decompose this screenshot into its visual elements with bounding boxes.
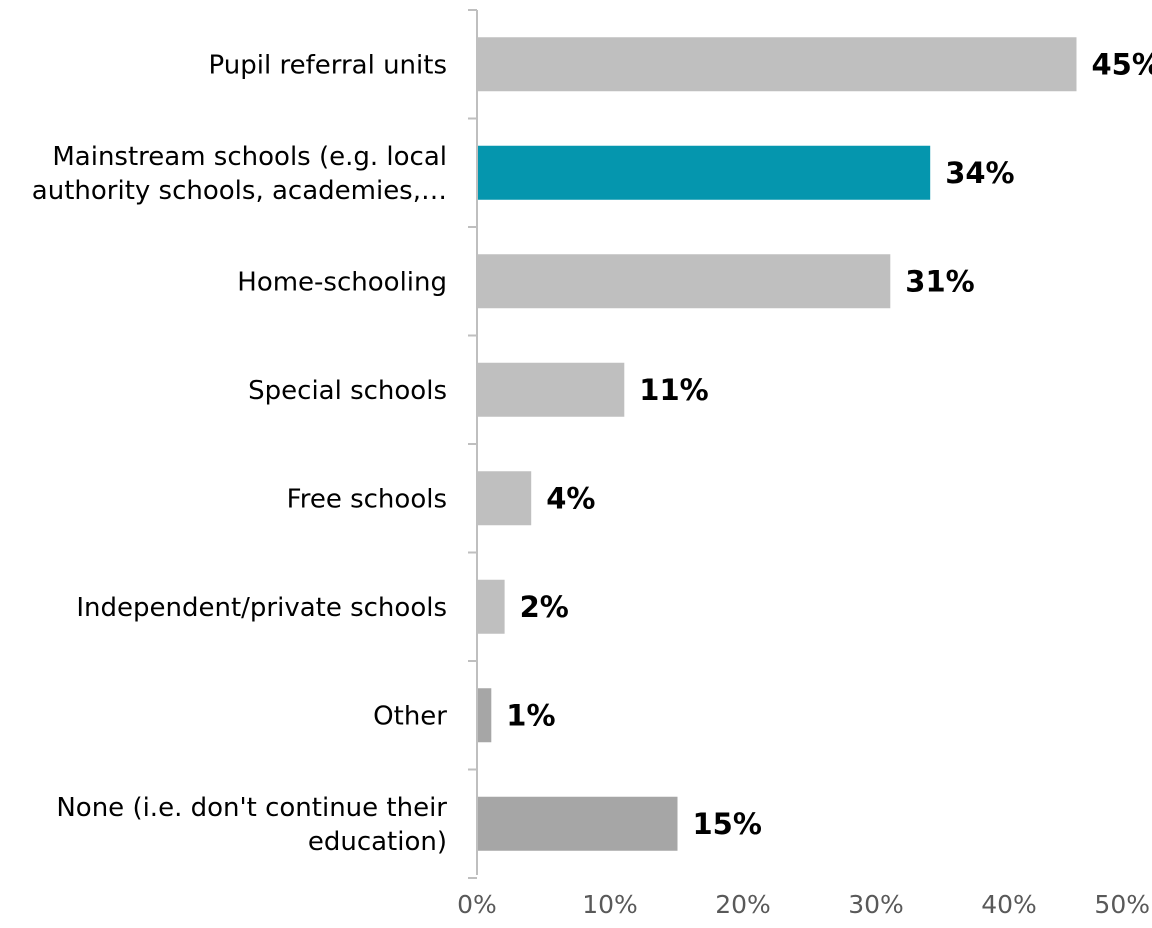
bar [478,362,625,417]
category-label: Pupil referral units [209,50,447,80]
bar [478,254,891,309]
x-tick-label: 40% [981,890,1037,919]
value-labels-group: 45% 34% 31% 11% 4% 2% 1% 15% [506,47,1152,841]
category-label: Home-schooling [237,267,447,297]
bar [478,37,1077,92]
bar [478,688,492,743]
x-tick-label: 20% [715,890,771,919]
bar [478,145,931,200]
bar [478,796,678,851]
category-label: authority schools, academies,… [32,176,447,206]
category-labels-group: Pupil referral units Mainstream schools (… [32,50,448,857]
x-tick-label: 10% [582,890,638,919]
category-label: Mainstream schools (e.g. local [52,142,447,172]
value-label: 34% [945,156,1014,190]
axis-group [468,9,478,879]
category-label: education) [308,827,447,857]
value-label: 11% [639,373,708,407]
tick-group: 0% 10% 20% 30% 40% 50% [457,890,1150,919]
value-label: 15% [693,807,762,841]
x-tick-label: 50% [1094,890,1150,919]
value-label: 1% [506,698,555,732]
category-label: Special schools [248,376,447,406]
category-label: Independent/private schools [76,593,447,623]
category-label: Free schools [287,484,447,514]
category-label: Other [373,701,447,731]
x-tick-label: 30% [848,890,904,919]
value-label: 4% [546,481,595,515]
value-label: 31% [905,264,974,298]
value-label: 45% [1092,47,1152,81]
bars-group [478,37,1077,851]
category-label: None (i.e. don't continue their [56,793,447,823]
value-label: 2% [520,590,569,624]
bar [478,471,532,526]
bar [478,579,505,634]
x-tick-label: 0% [457,890,497,919]
